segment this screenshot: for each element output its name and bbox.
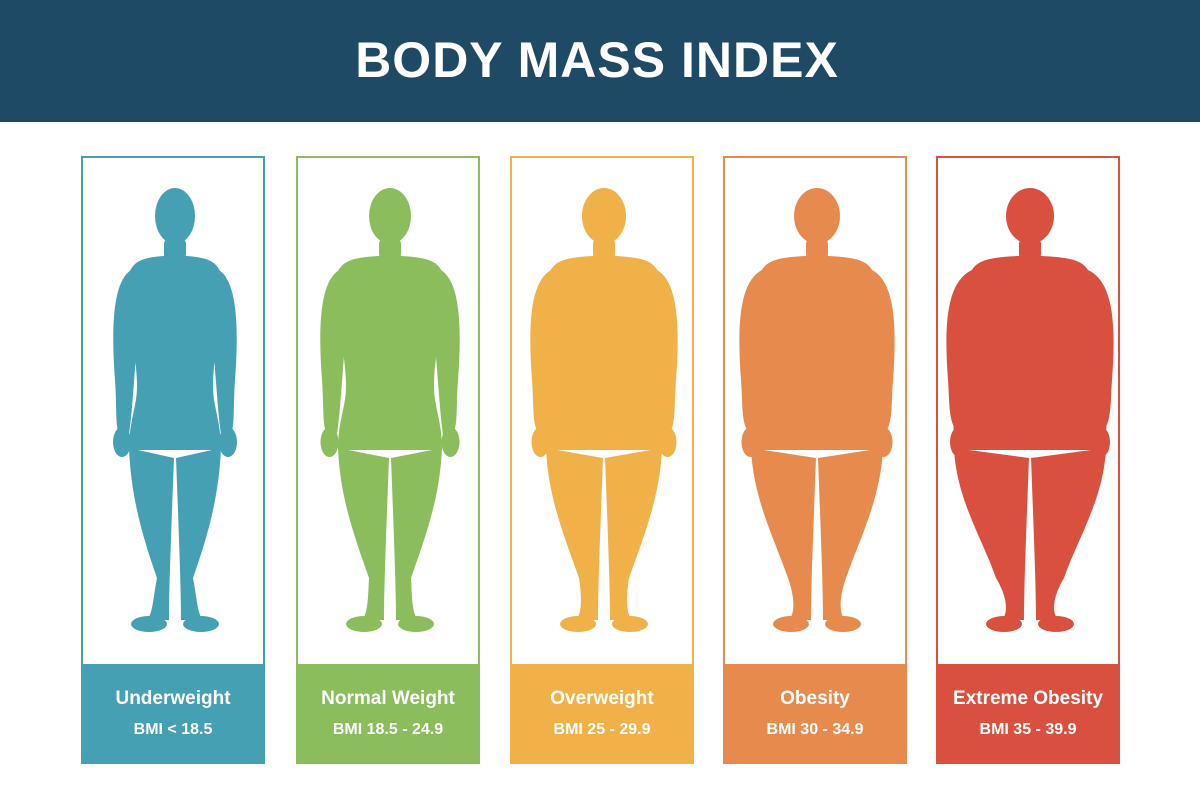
figure-area bbox=[83, 158, 263, 664]
person-silhouette-icon bbox=[530, 188, 678, 632]
category-label-band: Extreme Obesity BMI 35 - 39.9 bbox=[936, 664, 1120, 764]
category-name: Underweight bbox=[115, 688, 231, 709]
header-banner: BODY MASS INDEX bbox=[0, 0, 1200, 122]
category-card-overweight: Overweight BMI 25 - 29.9 bbox=[510, 156, 694, 764]
category-card-extreme-obesity: Extreme Obesity BMI 35 - 39.9 bbox=[936, 156, 1120, 764]
figure-area bbox=[938, 158, 1118, 664]
category-card-obesity: Obesity BMI 30 - 34.9 bbox=[723, 156, 907, 764]
category-bmi-range: BMI 30 - 34.9 bbox=[766, 721, 864, 738]
category-label-band: Obesity BMI 30 - 34.9 bbox=[723, 664, 907, 764]
person-silhouette-icon bbox=[320, 188, 460, 632]
category-label-band: Underweight BMI < 18.5 bbox=[81, 664, 265, 764]
person-silhouette-icon bbox=[739, 188, 895, 632]
figure-area bbox=[725, 158, 905, 664]
category-card-normal-weight: Normal Weight BMI 18.5 - 24.9 bbox=[296, 156, 480, 764]
page-title: BODY MASS INDEX bbox=[355, 32, 839, 88]
category-bmi-range: BMI 25 - 29.9 bbox=[553, 721, 651, 738]
category-name: Overweight bbox=[550, 688, 654, 709]
category-name: Obesity bbox=[780, 688, 850, 709]
figure-area bbox=[298, 158, 478, 664]
category-bmi-range: BMI < 18.5 bbox=[133, 721, 213, 738]
category-label-band: Normal Weight BMI 18.5 - 24.9 bbox=[296, 664, 480, 764]
figure-area bbox=[512, 158, 692, 664]
category-bmi-range: BMI 35 - 39.9 bbox=[979, 721, 1077, 738]
category-label-band: Overweight BMI 25 - 29.9 bbox=[510, 664, 694, 764]
category-name: Extreme Obesity bbox=[953, 688, 1103, 709]
person-silhouette-icon bbox=[113, 188, 237, 632]
category-name: Normal Weight bbox=[321, 688, 455, 709]
category-bmi-range: BMI 18.5 - 24.9 bbox=[332, 721, 444, 738]
category-card-underweight: Underweight BMI < 18.5 bbox=[81, 156, 265, 764]
person-silhouette-icon bbox=[946, 188, 1114, 632]
